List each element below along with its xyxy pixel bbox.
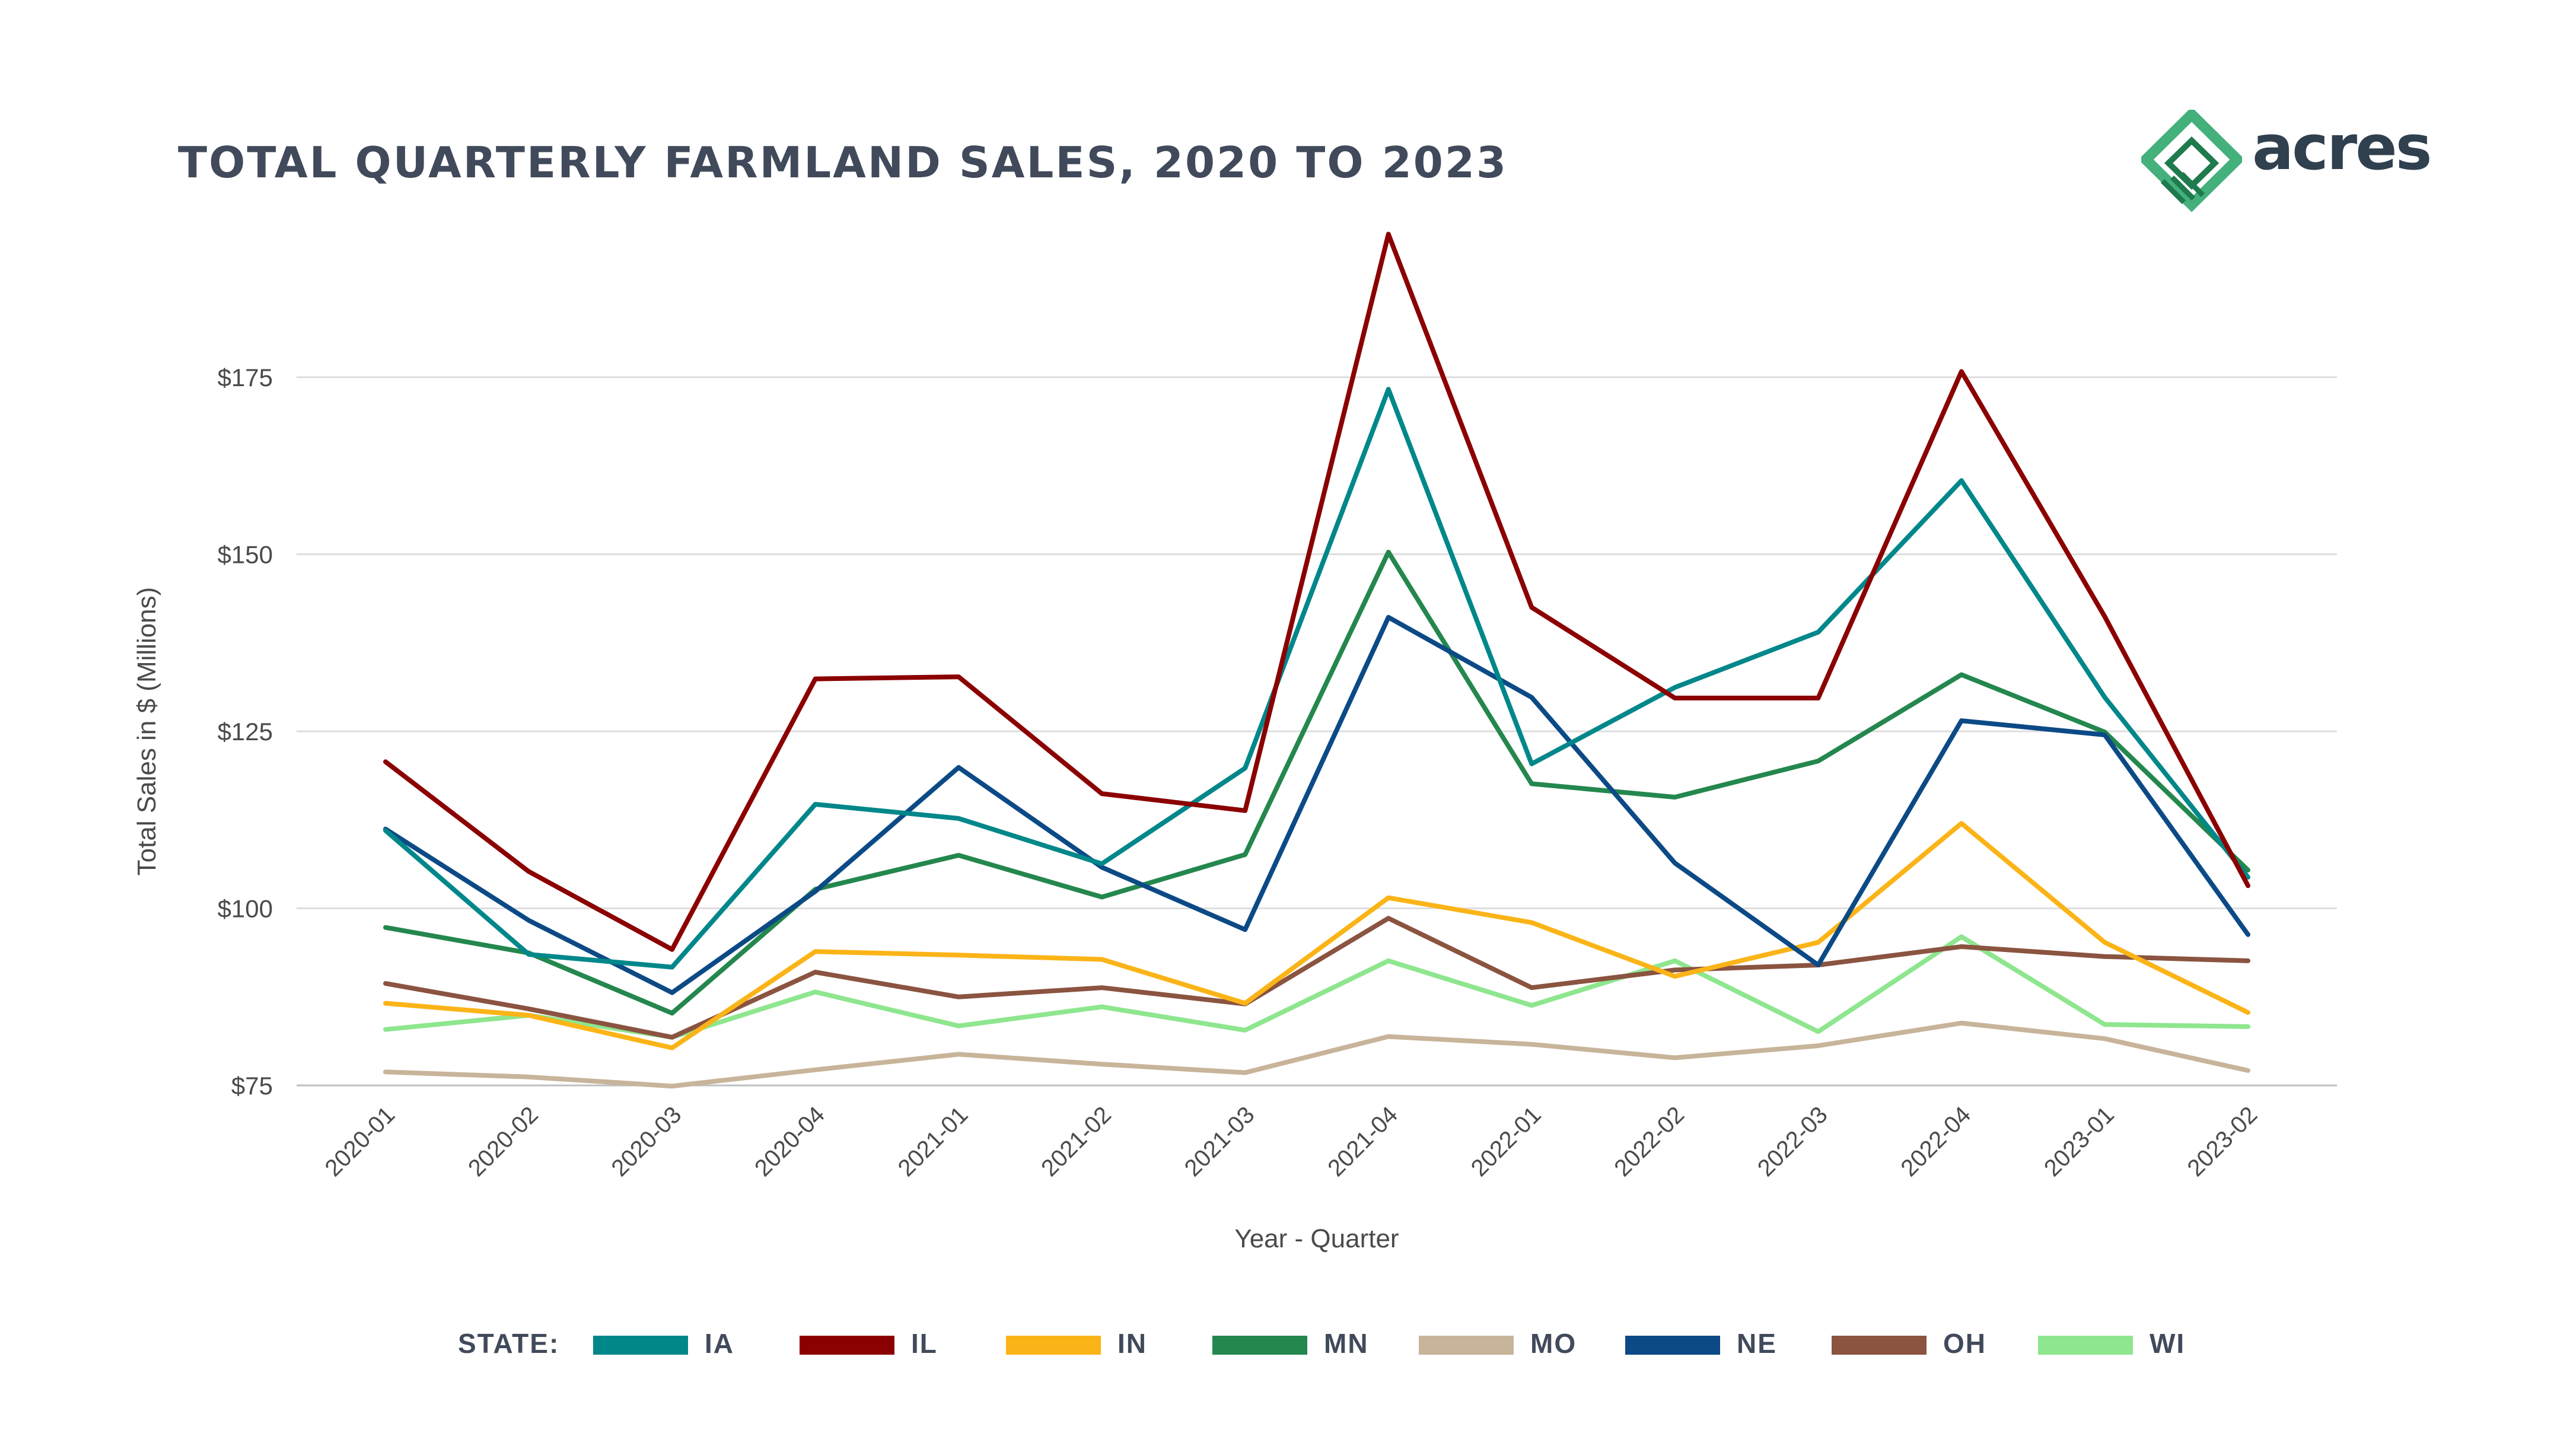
legend-swatch	[1419, 1336, 1514, 1355]
legend-label: IA	[705, 1328, 734, 1359]
x-tick-label: 2023-01	[2039, 1101, 2119, 1182]
x-tick-label: 2020-02	[463, 1101, 543, 1182]
x-tick-label: 2021-01	[893, 1101, 973, 1182]
legend-label: IL	[911, 1328, 938, 1359]
x-tick-label: 2021-02	[1036, 1101, 1116, 1182]
legend-label: WI	[2150, 1328, 2186, 1359]
x-tick-label: 2023-02	[2182, 1101, 2262, 1182]
series-line-ne	[383, 614, 2250, 995]
legend-swatch	[1006, 1336, 1101, 1355]
legend-swatch	[1625, 1336, 1720, 1355]
legend-swatch	[1832, 1336, 1927, 1355]
series-line-mo	[383, 1020, 2250, 1089]
x-tick-label: 2022-03	[1753, 1101, 1833, 1182]
legend-swatch	[593, 1336, 688, 1355]
chart-legend: STATE: IA IL IN MN MO NE OH WI	[0, 1323, 2576, 1364]
y-tick-label: $125	[218, 718, 273, 746]
y-axis-label: Total Sales in $ (Millions)	[132, 587, 161, 876]
series-line-ia	[383, 387, 2250, 970]
legend-swatch	[1212, 1336, 1307, 1355]
legend-title: STATE:	[458, 1328, 560, 1359]
x-axis-label: Year - Quarter	[1234, 1224, 1399, 1253]
x-tick-label: 2020-04	[750, 1101, 830, 1182]
x-axis: 2020-01 2020-02 2020-03 2020-04 2021-01 2021-…	[320, 1101, 2262, 1182]
legend-swatch	[2038, 1336, 2133, 1355]
series-line-il	[383, 231, 2250, 952]
brand-name: acres	[2252, 112, 2432, 184]
legend-label: IN	[1117, 1328, 1147, 1359]
chart-title: TOTAL QUARTERLY FARMLAND SALES, 2020 TO …	[178, 138, 1508, 187]
legend-label: OH	[1943, 1328, 1986, 1359]
brand-logo: acres	[2141, 110, 2438, 216]
x-tick-label: 2021-03	[1180, 1101, 1260, 1182]
legend-swatch	[800, 1336, 894, 1355]
x-tick-label: 2022-02	[1609, 1101, 1689, 1182]
acres-diamond-logo-icon	[2141, 110, 2242, 212]
x-tick-label: 2021-04	[1323, 1101, 1403, 1182]
legend-label: MN	[1324, 1328, 1369, 1359]
y-tick-label: $75	[231, 1072, 273, 1100]
x-tick-label: 2020-03	[607, 1101, 687, 1182]
x-tick-label: 2020-01	[320, 1101, 400, 1182]
y-tick-label: $175	[218, 364, 273, 391]
legend-label: MO	[1530, 1328, 1577, 1359]
series-line-in	[383, 821, 2250, 1050]
y-tick-label: $150	[218, 541, 273, 569]
x-tick-label: 2022-04	[1896, 1101, 1976, 1182]
series-line-mn	[383, 549, 2250, 1016]
x-tick-label: 2022-01	[1466, 1101, 1546, 1182]
legend-label: NE	[1737, 1328, 1777, 1359]
y-tick-label: $100	[218, 895, 273, 923]
series-line-oh	[383, 916, 2250, 1040]
